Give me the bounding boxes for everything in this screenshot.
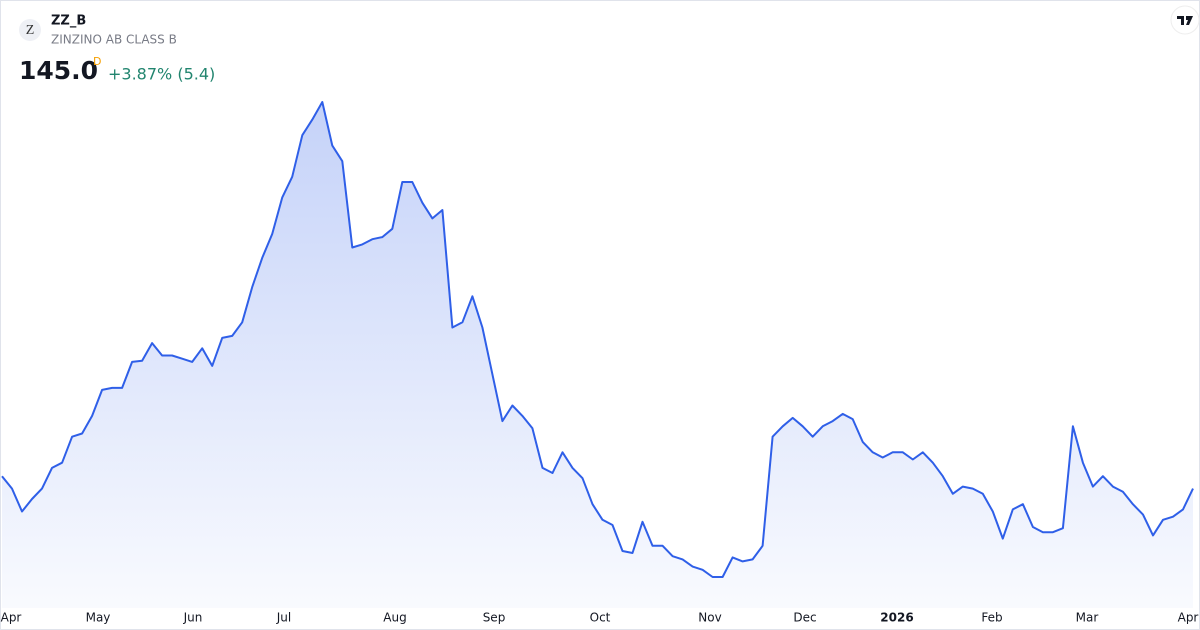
x-tick-label: 2026 xyxy=(880,611,913,625)
x-tick-label: Apr xyxy=(1178,611,1199,625)
price-line xyxy=(1,101,1194,578)
x-tick-label: Dec xyxy=(793,611,816,625)
x-tick-label: Nov xyxy=(698,611,721,625)
x-tick-label: May xyxy=(86,611,111,625)
tradingview-logo[interactable] xyxy=(1170,5,1200,35)
x-tick-label: Aug xyxy=(383,611,406,625)
x-tick-label: Jul xyxy=(276,611,291,625)
x-tick-label: Mar xyxy=(1076,611,1099,625)
logo-bg xyxy=(19,19,41,41)
company-name: ZINZINO AB CLASS B xyxy=(51,33,177,47)
x-tick-label: Oct xyxy=(590,611,611,625)
change: +3.87% (5.4) xyxy=(108,65,215,84)
x-tick-label: Sep xyxy=(483,611,506,625)
logo-glyph[interactable] xyxy=(1177,16,1193,25)
x-tick-label: Apr xyxy=(1,611,22,625)
area-fill xyxy=(2,102,1193,608)
logo-badge[interactable] xyxy=(1170,5,1200,35)
interval: D xyxy=(93,55,101,68)
price: 145.0 xyxy=(19,56,98,85)
x-tick-label: Jun xyxy=(183,611,203,625)
logo: Z xyxy=(26,23,35,38)
plot xyxy=(1,101,1194,608)
symbol: ZZ_B xyxy=(51,14,86,29)
x-tick-label: Feb xyxy=(981,611,1002,625)
